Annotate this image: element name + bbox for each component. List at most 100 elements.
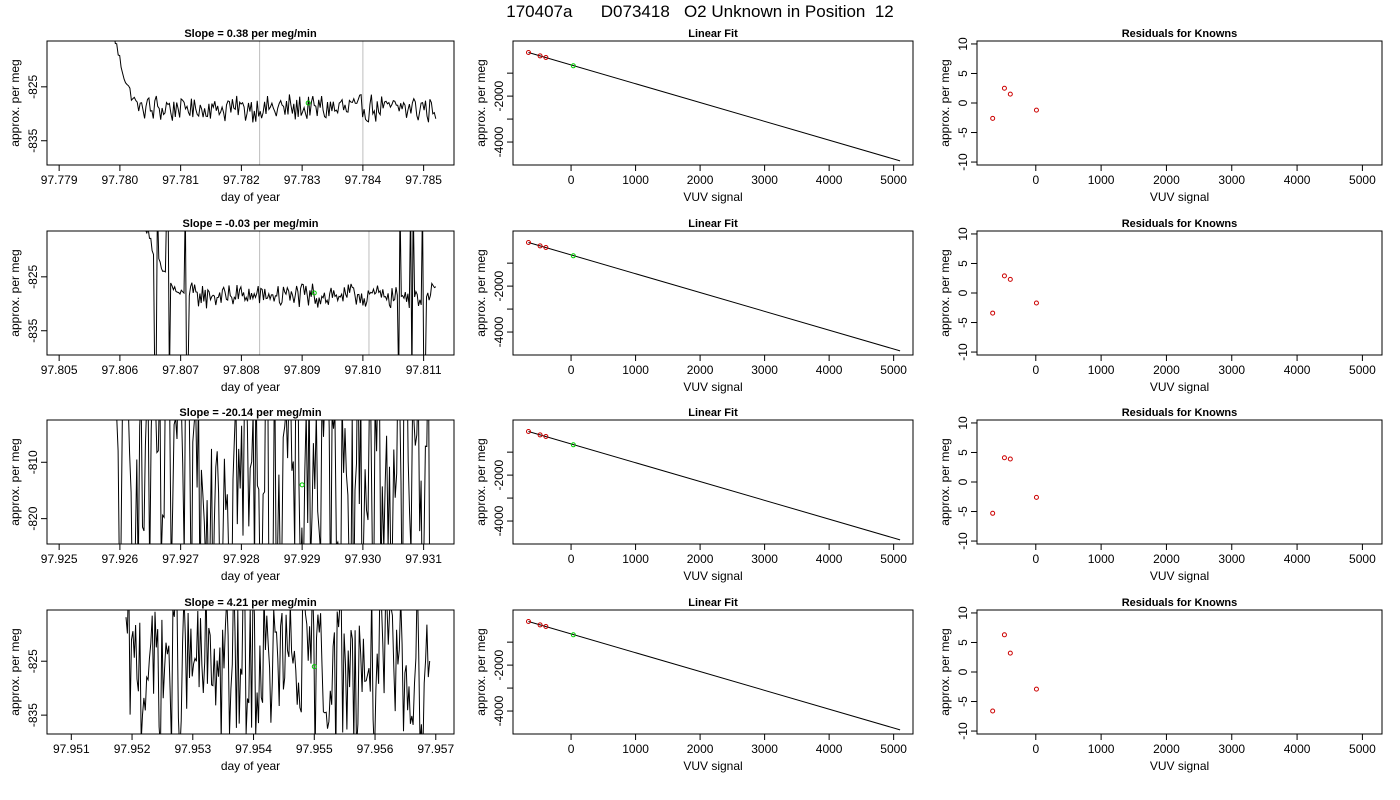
x-tick-label: 97.807 [162, 363, 199, 377]
x-tick-label: 0 [568, 363, 575, 377]
x-axis-label: VUV signal [683, 759, 742, 773]
y-tick-label: -4000 [492, 695, 506, 726]
y-tick-label: -810 [26, 450, 40, 474]
chart-title: Slope = -20.14 per meg/min [179, 407, 321, 419]
chart-panel-fit-2: Linear Fit 0 1000 2000 3000 4000 5000 -4000 -200… [474, 218, 914, 394]
residual-point [1007, 650, 1013, 656]
x-tick-label: 5000 [1349, 742, 1376, 756]
y-tick-label: -2000 [492, 270, 506, 301]
plot-area [990, 273, 1039, 316]
known-point [537, 622, 543, 628]
chart-title: Slope = 0.38 per meg/min [184, 28, 317, 40]
unknown-point [570, 442, 576, 448]
plot-area [145, 231, 437, 355]
residual-point [1001, 455, 1007, 461]
x-tick-label: 97.927 [162, 552, 199, 566]
plot-frame [512, 609, 914, 735]
plot-area [525, 428, 901, 541]
x-tick-label: 2000 [1153, 552, 1180, 566]
residual-point [1001, 632, 1007, 638]
x-tick-label: 0 [1032, 742, 1039, 756]
y-tick-label: 10 [956, 37, 970, 51]
x-tick-label: 2000 [1153, 742, 1180, 756]
y-tick-label: -835 [26, 128, 40, 152]
plot-area [525, 239, 901, 352]
plot-frame [976, 40, 1383, 166]
x-tick-label: 4000 [1284, 742, 1311, 756]
x-tick-label: 97.810 [345, 363, 382, 377]
plot-area [990, 85, 1039, 121]
plot-frame [46, 230, 455, 356]
residual-point [1033, 300, 1039, 306]
y-tick-label: 10 [956, 227, 970, 241]
residual-point [1033, 494, 1039, 500]
residual-point [990, 310, 996, 316]
y-axis-label: approx. per meg [938, 59, 952, 146]
y-tick-label: -10 [956, 532, 970, 550]
known-point [525, 618, 531, 624]
x-axis-label: day of year [221, 380, 280, 394]
y-tick-label: 5 [956, 449, 970, 456]
y-tick-label: 0 [956, 478, 970, 485]
x-tick-label: 1000 [1088, 552, 1115, 566]
fit-line [528, 52, 901, 162]
known-point [525, 239, 531, 245]
chart-panel-resid-1: Residuals for Knowns 0 1000 2000 3000 4000 500… [938, 28, 1383, 204]
plot-frame [46, 609, 455, 735]
y-tick-label: 10 [956, 606, 970, 620]
y-tick-label: -825 [26, 649, 40, 673]
y-tick-label: -4000 [492, 505, 506, 536]
y-tick-label: 0 [956, 99, 970, 106]
x-tick-label: 5000 [880, 552, 907, 566]
chart-title: Slope = -0.03 per meg/min [182, 218, 318, 230]
chart-panel-resid-3: Residuals for Knowns 0 1000 2000 3000 4000 500… [938, 407, 1383, 583]
chart-title: Residuals for Knowns [1122, 407, 1238, 419]
x-tick-label: 97.931 [405, 552, 442, 566]
plot-area [116, 420, 430, 544]
y-tick-label: -835 [26, 703, 40, 727]
x-tick-label: 5000 [880, 742, 907, 756]
x-tick-label: 5000 [880, 173, 907, 187]
x-tick-label: 2000 [1153, 363, 1180, 377]
x-tick-label: 5000 [880, 363, 907, 377]
signal-trace [145, 231, 437, 355]
x-tick-label: 97.952 [114, 742, 151, 756]
plot-area [114, 41, 437, 165]
x-tick-label: 0 [568, 173, 575, 187]
residual-point [1007, 456, 1013, 462]
x-tick-label: 97.955 [296, 742, 333, 756]
x-tick-label: 4000 [1284, 363, 1311, 377]
x-tick-label: 5000 [1349, 173, 1376, 187]
x-axis-label: VUV signal [1150, 569, 1209, 583]
unknown-point [570, 632, 576, 638]
x-tick-label: 4000 [1284, 552, 1311, 566]
residual-point [1001, 85, 1007, 91]
x-tick-label: 1000 [1088, 173, 1115, 187]
chart-panel-slope-4: Slope = 4.21 per meg/min 97.951 97.952 97.9… [8, 597, 455, 773]
plot-frame [512, 40, 914, 166]
chart-panel-resid-4: Residuals for Knowns 0 1000 2000 3000 4000 500… [938, 597, 1383, 773]
unknown-point [311, 290, 317, 296]
y-tick-label: 5 [956, 260, 970, 267]
chart-panel-fit-3: Linear Fit 0 1000 2000 3000 4000 5000 -4000 -200… [474, 407, 914, 583]
x-axis-label: day of year [221, 759, 280, 773]
plot-area [525, 618, 901, 731]
known-point [537, 432, 543, 438]
y-tick-label: -4000 [492, 126, 506, 157]
fit-line [528, 242, 901, 352]
residual-point [1007, 91, 1013, 97]
x-tick-label: 97.953 [174, 742, 211, 756]
known-point [537, 243, 543, 249]
x-tick-label: 97.925 [41, 552, 78, 566]
plot-frame [976, 230, 1383, 356]
y-tick-label: 0 [956, 289, 970, 296]
chart-title: Residuals for Knowns [1122, 28, 1238, 40]
plot-frame [512, 419, 914, 545]
residual-point [1007, 276, 1013, 282]
x-tick-label: 3000 [751, 173, 778, 187]
plot-area [990, 632, 1039, 714]
x-tick-label: 1000 [1088, 363, 1115, 377]
x-tick-label: 97.782 [223, 173, 260, 187]
x-tick-label: 0 [568, 742, 575, 756]
y-axis-label: approx. per meg [938, 628, 952, 715]
